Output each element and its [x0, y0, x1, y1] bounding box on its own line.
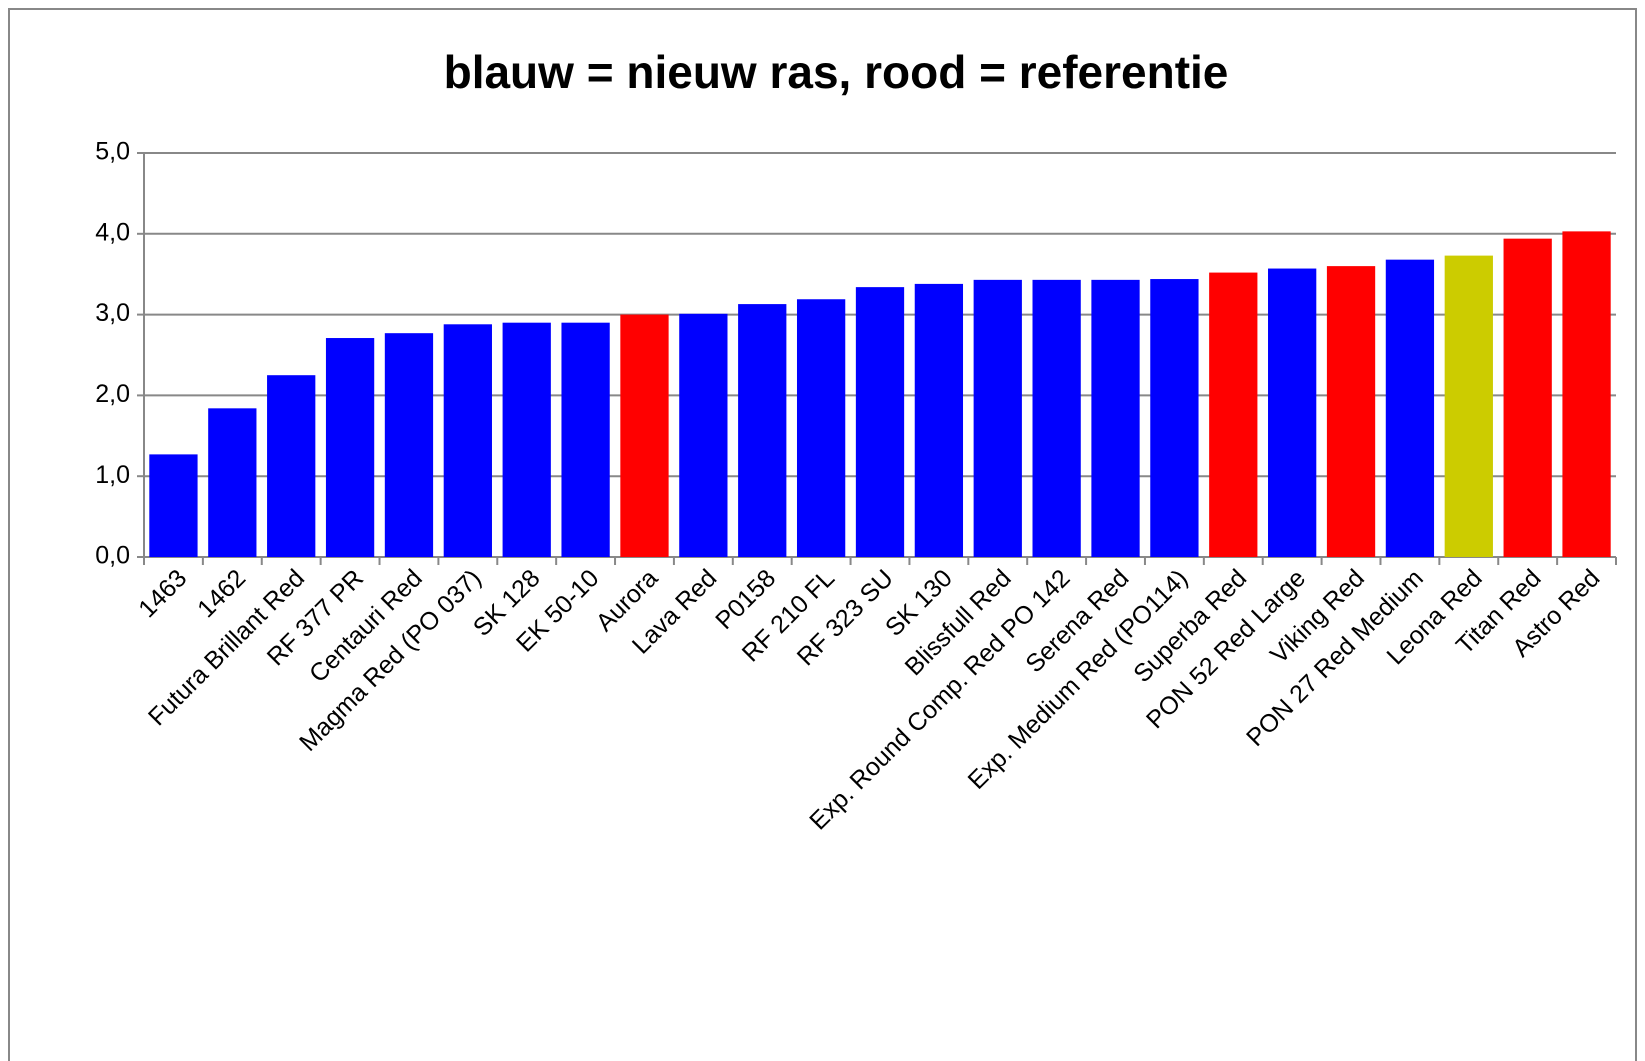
y-tick-label: 1,0: [95, 461, 130, 489]
chart-frame: [8, 8, 1637, 1061]
bar: [1268, 268, 1317, 557]
bar: [1385, 259, 1435, 557]
bar: [443, 324, 492, 557]
bar: [1209, 272, 1258, 557]
bar: [620, 314, 669, 557]
bar: [149, 454, 198, 557]
bar: [796, 299, 846, 557]
y-tick-label: 2,0: [95, 380, 130, 408]
y-tick-label: 3,0: [95, 299, 130, 327]
bar: [325, 338, 375, 557]
y-tick-label: 5,0: [95, 138, 130, 166]
y-tick-label: 0,0: [95, 542, 130, 570]
bar: [1032, 279, 1081, 557]
bar: [384, 333, 434, 557]
bar: [561, 322, 610, 557]
bar: [502, 322, 551, 557]
bar: [973, 279, 1022, 557]
chart-title: blauw = nieuw ras, rood = referentie: [444, 46, 1229, 98]
bar: [1562, 231, 1611, 557]
x-tick-label: 1463: [133, 564, 192, 623]
bar: [1503, 238, 1552, 557]
bar: [914, 283, 964, 557]
bar: [855, 287, 905, 557]
bar: [208, 408, 257, 557]
bar: [267, 375, 316, 557]
bar: [1326, 266, 1376, 557]
bar: [738, 304, 787, 557]
bar: [679, 313, 728, 557]
bar: [1444, 255, 1493, 557]
bar: [1091, 279, 1140, 557]
y-tick-label: 4,0: [95, 218, 130, 246]
bar: [1150, 279, 1199, 557]
